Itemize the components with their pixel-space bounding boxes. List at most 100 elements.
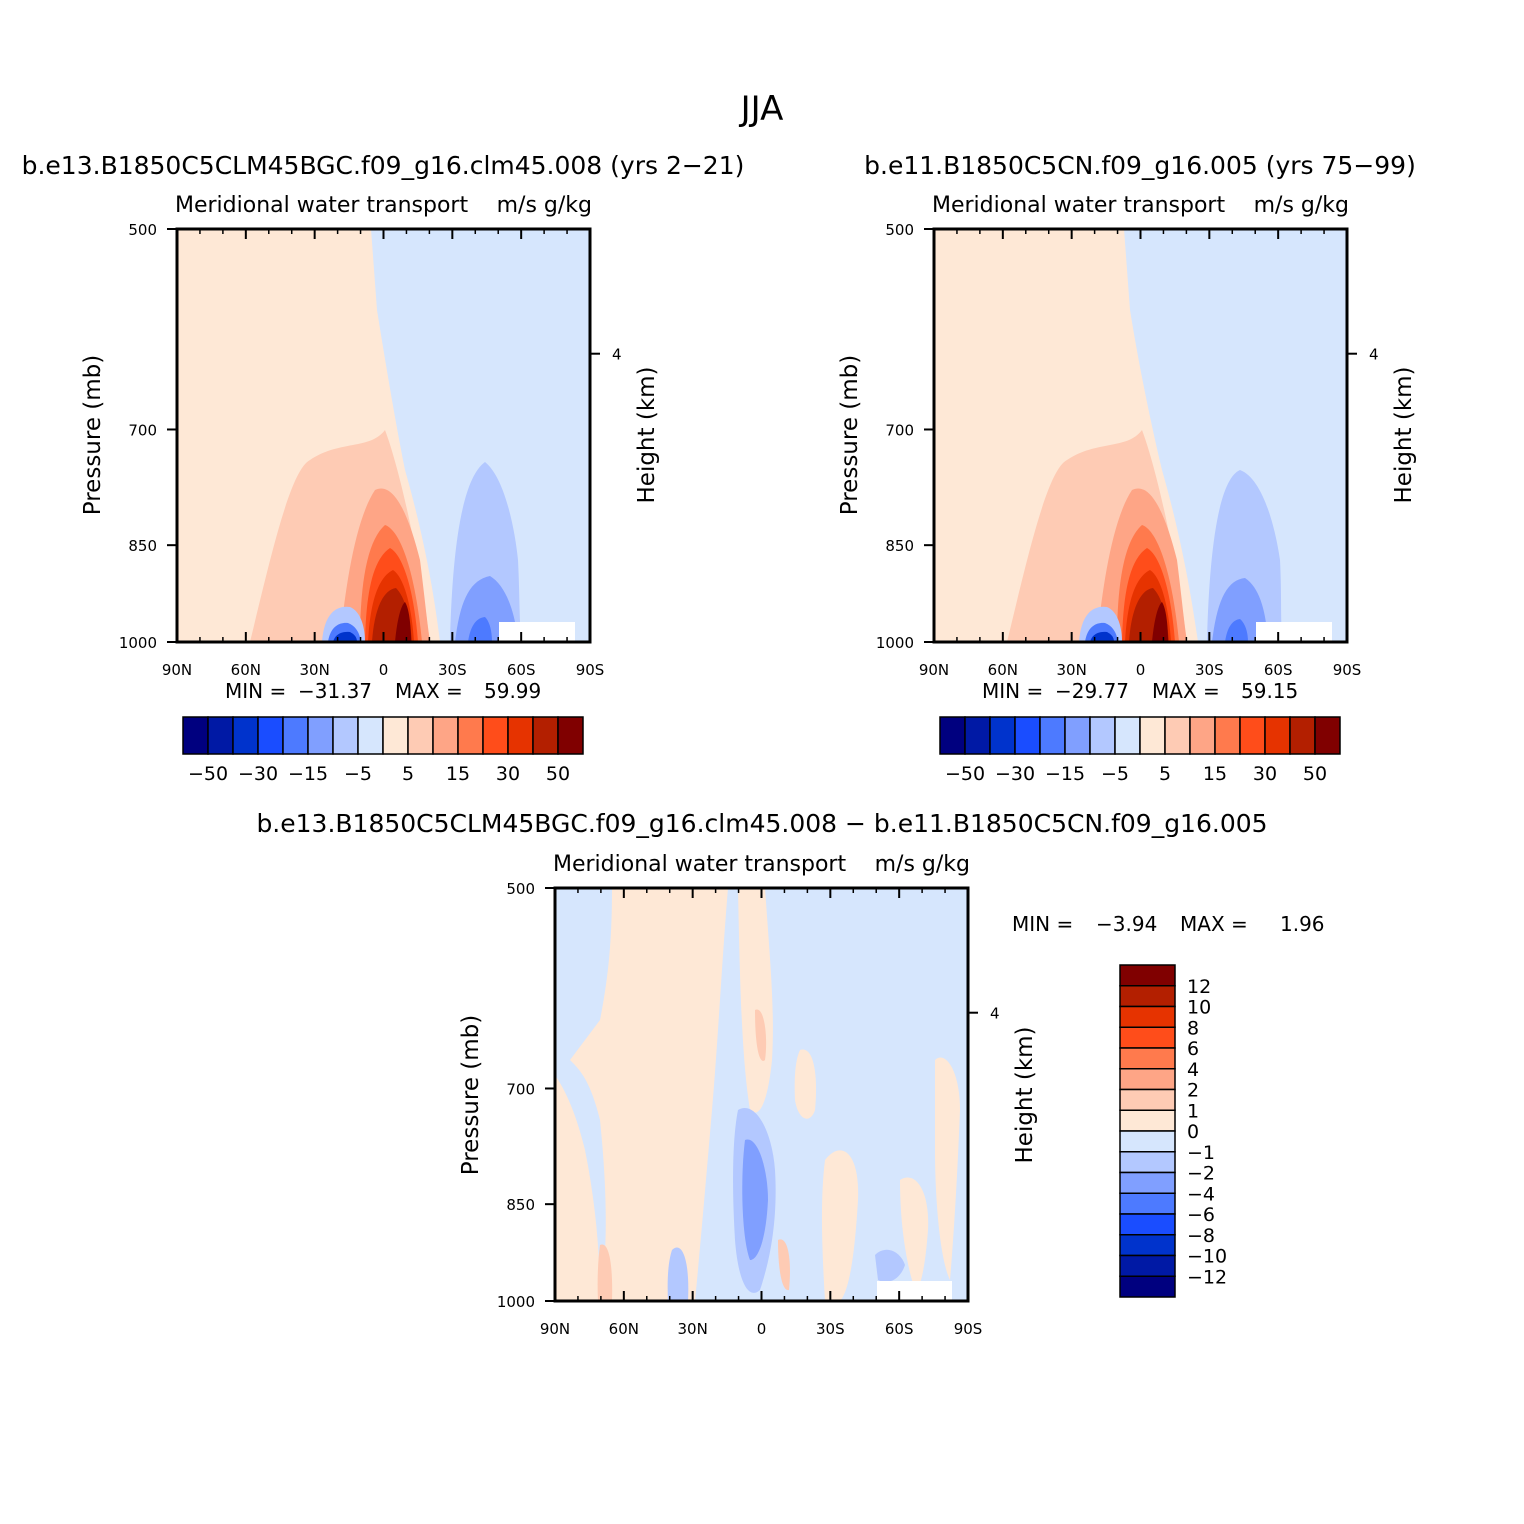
panel-3-y2label: Height (km): [1012, 1026, 1038, 1163]
colorbar-label: 15: [446, 763, 470, 785]
panel-1-neg-ring-3: [468, 617, 492, 642]
panel-3-pos-strip-2: [555, 1075, 600, 1301]
panel-2-title: b.e11.B1850C5CN.f09_g16.005 (yrs 75−99): [864, 151, 1416, 180]
colorbar-swatch: [382, 716, 409, 755]
colorbar-swatch: [1119, 1005, 1176, 1028]
y-tick-label: 500: [128, 221, 157, 239]
panel-1-max-value: 59.99: [484, 679, 541, 703]
colorbar-swatch: [457, 716, 484, 755]
panel-1-title: b.e13.B1850C5CLM45BGC.f09_g16.clm45.008 …: [22, 151, 745, 180]
panel-3-subtitle-right: m/s g/kg: [875, 852, 970, 877]
colorbar-swatch: [1119, 1068, 1176, 1091]
y-tick-label: 1000: [119, 634, 157, 652]
x-tick-label: 30S: [438, 661, 467, 679]
colorbar-label: 6: [1187, 1038, 1199, 1060]
panel-2-axes: 90N 60N 30N 0 30S 60S 90S 500 700 850 1000 4: [876, 221, 1379, 679]
panel-3-pos-small-2: [597, 1244, 613, 1301]
colorbar-label: 50: [1303, 763, 1327, 785]
panel-2-min-label: MIN =: [982, 679, 1043, 703]
colorbar-swatch: [282, 716, 309, 755]
colorbar-swatch: [1039, 716, 1066, 755]
panel-3-pos-blob-4: [935, 1057, 960, 1280]
panel-2-neg-region: [1124, 229, 1347, 642]
colorbar-swatch: [1119, 1151, 1176, 1174]
colorbar-swatch: [357, 716, 384, 755]
x-tick-label: 30N: [300, 661, 330, 679]
y-tick-label: 700: [506, 1080, 535, 1098]
colorbar-label: 10: [1187, 997, 1211, 1019]
colorbar-swatch: [1239, 716, 1266, 755]
y2-tick-label: 4: [612, 346, 622, 364]
x-tick-label: 90N: [540, 1320, 570, 1338]
panel-1-small-neg-3: [333, 631, 357, 642]
panel-2-max-label: MAX =: [1152, 679, 1220, 703]
x-tick-label: 60S: [885, 1320, 914, 1338]
colorbar-swatch: [207, 716, 234, 755]
x-tick-label: 90N: [162, 661, 192, 679]
colorbar-label: −4: [1187, 1183, 1215, 1205]
colorbar-label: 15: [1203, 763, 1227, 785]
colorbar-label: −1: [1187, 1142, 1215, 1164]
colorbar-swatch: [1119, 1026, 1176, 1049]
colorbar-label: −5: [344, 763, 372, 785]
panel-3-axes: 90N 60N 30N 0 30S 60S 90S 500 700 850 1000 4: [497, 880, 1000, 1338]
colorbar-swatch: [1119, 1192, 1176, 1215]
panel-3-title: b.e13.B1850C5CLM45BGC.f09_g16.clm45.008 …: [256, 809, 1267, 838]
panel-3-pos-small-3: [778, 1239, 790, 1291]
colorbar-swatch: [1119, 964, 1176, 987]
panel-1-pos-core: [395, 602, 411, 642]
colorbar-swatch: [407, 716, 434, 755]
colorbar-label: 30: [496, 763, 520, 785]
y2-tick-label: 4: [990, 1005, 1000, 1023]
panel-2-ylabel: Pressure (mb): [837, 355, 863, 515]
x-tick-label: 60S: [1264, 661, 1293, 679]
panel-3: b.e13.B1850C5CLM45BGC.f09_g16.clm45.008 …: [256, 809, 1324, 1338]
panel-3-plot-area: [555, 888, 968, 1301]
colorbar-swatch: [532, 716, 559, 755]
colorbar-label: −15: [288, 763, 328, 785]
panel-3-pos-blob-2: [821, 1150, 859, 1301]
x-tick-label: 30S: [816, 1320, 845, 1338]
colorbar-swatch: [507, 716, 534, 755]
panel-1-subtitle-right: m/s g/kg: [497, 193, 592, 218]
x-tick-label: 60N: [231, 661, 261, 679]
panel-1-colorbar: −50 −30 −15 −5 5 15 30 50: [182, 716, 584, 785]
panel-3-min-label: MIN =: [1012, 912, 1073, 936]
colorbar-swatch: [257, 716, 284, 755]
colorbar-swatch: [1314, 716, 1341, 755]
colorbar-swatch: [939, 716, 966, 755]
colorbar-swatch: [1189, 716, 1216, 755]
x-tick-label: 0: [757, 1320, 767, 1338]
x-tick-label: 90S: [1333, 661, 1362, 679]
colorbar-label: 5: [402, 763, 414, 785]
colorbar-label: 30: [1253, 763, 1277, 785]
x-tick-label: 0: [379, 661, 389, 679]
colorbar-swatch: [1119, 1088, 1176, 1111]
x-tick-label: 30N: [678, 1320, 708, 1338]
colorbar-swatch: [1214, 716, 1241, 755]
panel-3-subtitle-left: Meridional water transport: [553, 852, 846, 877]
colorbar-label: −15: [1045, 763, 1085, 785]
panel-2-y2label: Height (km): [1391, 366, 1417, 503]
panel-3-neg-ring-2: [742, 1139, 768, 1260]
panel-3-neg-small-2: [875, 1249, 905, 1282]
panel-2-max-value: 59.15: [1241, 679, 1298, 703]
y-tick-label: 850: [506, 1196, 535, 1214]
colorbar-label: −30: [995, 763, 1035, 785]
panel-1-ylabel: Pressure (mb): [80, 355, 106, 515]
colorbar-swatch: [1119, 1047, 1176, 1070]
panel-2: b.e11.B1850C5CN.f09_g16.005 (yrs 75−99) …: [837, 151, 1417, 785]
x-tick-label: 60S: [507, 661, 536, 679]
colorbar-label: 1: [1187, 1100, 1199, 1122]
colorbar-label: −6: [1187, 1204, 1215, 1226]
colorbar-label: −10: [1187, 1246, 1227, 1268]
panel-2-missing-data: [1256, 622, 1332, 642]
colorbar-swatch: [989, 716, 1016, 755]
colorbar-swatch: [1139, 716, 1166, 755]
colorbar-label: −2: [1187, 1163, 1215, 1185]
panel-1-plot-area: [177, 229, 590, 642]
colorbar-swatch: [557, 716, 584, 755]
panel-2-colorbar: −50 −30 −15 −5 5 15 30 50: [939, 716, 1341, 785]
x-tick-label: 60N: [988, 661, 1018, 679]
panel-1-y2label: Height (km): [634, 366, 660, 503]
